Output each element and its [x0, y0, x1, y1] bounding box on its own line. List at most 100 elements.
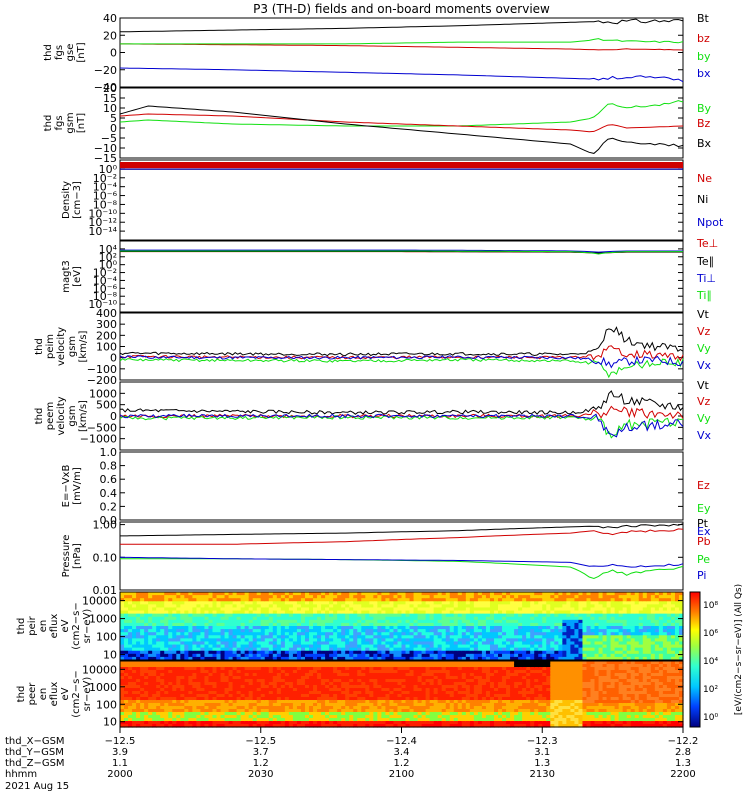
panel-ylabel-6-0: E=−VxB	[61, 465, 72, 508]
series-line-5-2	[119, 415, 684, 439]
panel-frame-2	[119, 159, 684, 241]
series-line-3-3	[120, 250, 683, 255]
panel-ylabel-9-3: eflux	[49, 682, 60, 707]
panel-frame-6	[119, 451, 684, 521]
panel-ylabel-9-1: peer	[27, 682, 38, 706]
series-line-1-0	[119, 100, 684, 127]
xaxis-value-0-0: −12.5	[105, 736, 136, 747]
xaxis-value-3-0: −12.3	[527, 736, 558, 747]
legend-label-7-2: Pe	[697, 553, 710, 566]
series-line-7-3	[119, 556, 684, 568]
legend-label-3-0: Te⊥	[696, 237, 718, 250]
panel-ylabel-9-0: thd	[16, 686, 27, 703]
panel-ylabel-0-2: gse	[65, 44, 76, 62]
panel-ylabel-5-2: velocity	[56, 396, 67, 435]
series-line-7-2	[120, 558, 684, 580]
y-tick-label-6-4: 0.2	[100, 500, 118, 513]
spectrogram-2	[120, 661, 684, 728]
y-tick-label-7-1: 0.10	[93, 551, 118, 564]
legend-label-1-2: Bx	[697, 137, 712, 150]
legend-label-7-1: Pb	[697, 535, 711, 548]
legend-label-4-3: Vx	[697, 359, 712, 372]
y-tick-label-3-3: 10⁻²	[93, 267, 117, 280]
y-tick-label-3-5: 10⁻⁶	[93, 282, 118, 295]
legend-label-0-2: by	[697, 50, 711, 63]
legend-label-2-1: Ni	[697, 193, 708, 206]
y-tick-label-0-4: −40	[94, 81, 117, 94]
panel-frame-4	[119, 312, 684, 381]
panel-ylabel-1-1: fgs	[54, 115, 65, 130]
panel-ylabel-7-1: [nPa]	[72, 543, 83, 569]
xaxis-row-label-1: thd_Y−GSM	[5, 747, 64, 758]
xaxis-value-3-1: 3.1	[534, 747, 550, 758]
series-line-7-1	[120, 528, 684, 545]
legend-label-7-3: Pi	[697, 569, 706, 582]
legend-label-2-2: Npot	[697, 216, 724, 229]
y-tick-label-5-4: −1000	[80, 433, 117, 446]
y-tick-label-4-0: 400	[96, 307, 117, 320]
y-tick-label-1-0: 20	[103, 82, 117, 95]
y-tick-label-9-1: 1000	[89, 681, 117, 694]
y-tick-label-0-0: 40	[103, 12, 117, 25]
panel-ylabel-5-1: peem	[45, 402, 56, 430]
y-tick-label-4-1: 300	[96, 318, 117, 331]
spectrogram-1	[120, 592, 684, 661]
y-tick-label-6-2: 0.6	[100, 473, 118, 486]
series-line-3-2	[120, 249, 683, 253]
legend-label-3-2: Ti⊥	[696, 272, 716, 285]
legend-label-4-1: Vz	[697, 325, 711, 338]
y-tick-label-4-3: 100	[96, 341, 117, 354]
y-tick-label-7-0: 1.00	[93, 519, 118, 532]
y-tick-label-8-0: 10000	[82, 595, 117, 608]
panel-ylabel-1-0: thd	[43, 115, 54, 132]
xaxis-value-3-3: 2130	[530, 769, 555, 780]
legend-label-1-1: Bz	[697, 117, 711, 130]
y-tick-label-8-2: 100	[96, 631, 117, 644]
panel-ylabel-0-0: thd	[43, 44, 54, 61]
series-line-4-3	[119, 355, 684, 369]
xaxis-value-4-1: 2.8	[675, 747, 691, 758]
panel-ylabel-3-1: [eV]	[72, 266, 83, 287]
y-tick-label-1-5: −5	[101, 132, 117, 145]
xaxis-row-label-4: 2021 Aug 15	[5, 781, 69, 792]
y-tick-label-5-2: 0	[110, 410, 117, 423]
colorbar-tick-0: 10⁸	[703, 601, 718, 611]
panel-ylabel-0-3: [nT]	[76, 42, 87, 62]
series-line-4-2	[119, 358, 684, 379]
panel-ylabel-8-2: en	[38, 620, 49, 633]
y-tick-label-2-3: 10⁻⁶	[93, 190, 118, 203]
xaxis-row-label-3: hhmm	[5, 769, 37, 780]
y-tick-label-6-1: 0.8	[100, 460, 118, 473]
y-tick-label-8-3: 10	[103, 649, 117, 662]
xaxis-value-4-0: −12.2	[668, 736, 699, 747]
panel-ylabel-4-0: thd	[34, 338, 45, 355]
panel-ylabel-9-2: en	[38, 688, 49, 701]
series-line-0-1	[120, 43, 684, 51]
legend-label-4-2: Vy	[697, 342, 711, 355]
panel-ylabel-4-1: peim	[45, 334, 56, 359]
y-tick-label-4-5: −100	[87, 363, 117, 376]
panel-ylabel-2-1: [cm−3]	[72, 181, 83, 219]
y-tick-label-3-2: 10⁰	[99, 259, 118, 272]
y-tick-label-0-2: 0	[110, 47, 117, 60]
colorbar-label: [eV/(cm2−s−sr−eV)] (All Qs)	[734, 584, 744, 715]
colorbar-tick-1: 10⁶	[703, 629, 718, 639]
xaxis-value-2-2: 1.2	[394, 758, 410, 769]
panel-ylabel-4-4: [km/s]	[78, 330, 89, 362]
panel-ylabel-8-4: eV	[60, 619, 71, 632]
series-line-7-0	[120, 523, 684, 537]
panel-ylabel-9-4: eV	[60, 687, 71, 700]
xaxis-row-label-2: thd_Z−GSM	[5, 758, 65, 769]
y-tick-label-9-3: 10	[103, 716, 117, 729]
y-tick-label-4-2: 200	[96, 329, 117, 342]
xaxis-value-2-0: −12.4	[386, 736, 417, 747]
series-line-0-2	[120, 38, 684, 45]
y-tick-label-1-6: −10	[94, 142, 117, 155]
y-tick-label-9-2: 100	[96, 698, 117, 711]
xaxis-value-0-3: 2000	[107, 769, 132, 780]
legend-label-0-0: Bt	[697, 12, 710, 25]
panel-ylabel-5-4: [km/s]	[78, 400, 89, 432]
series-line-1-2	[119, 105, 684, 154]
panel-ylabel-5-0: thd	[34, 408, 45, 425]
